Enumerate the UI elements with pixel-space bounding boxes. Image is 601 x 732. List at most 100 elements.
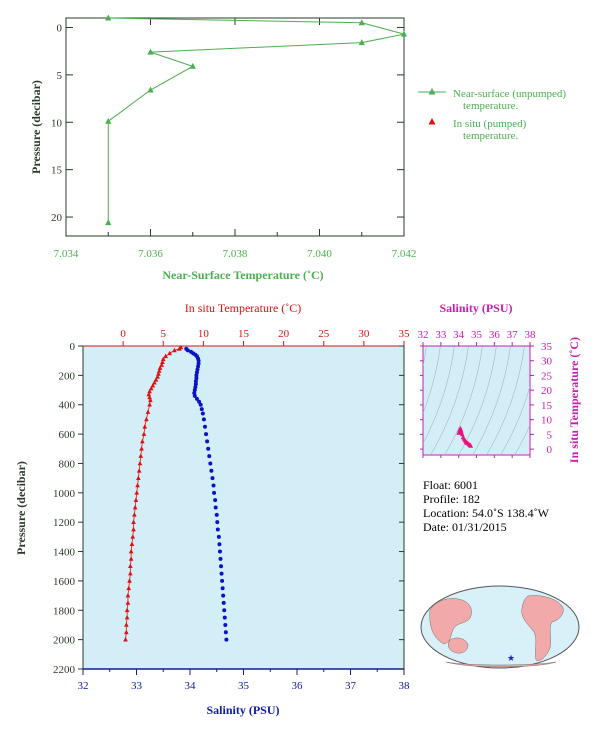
ts-density-contour: [423, 346, 441, 414]
ts-density-contour: [500, 385, 530, 455]
float-number: Float: 6001: [423, 478, 478, 492]
profile-plot: 0 5 10 15 20 25 30 35 32 33 34 35 36 37 38 0 200 400 600 80…: [14, 301, 410, 717]
ts-x-tick-label: 32: [418, 329, 429, 341]
salinity-point: [215, 527, 220, 532]
ts-y-tick-label: 30: [541, 356, 553, 368]
pressure-tick-label: 2200: [53, 664, 76, 676]
in-situ-temperature-point: [147, 402, 152, 407]
top-y-tick-label: 10: [51, 117, 63, 129]
in-situ-temperature-point: [148, 385, 154, 391]
salinity-point: [221, 593, 226, 598]
in-situ-temperature-point: [132, 504, 138, 510]
ts-y-tick-label: 25: [541, 370, 553, 382]
in-situ-temperature-point: [128, 548, 134, 554]
map-land-australia: [448, 637, 469, 654]
in-situ-temperature-point: [125, 600, 131, 605]
legend-label-in-situ: In situ (pumped): [453, 118, 527, 130]
ts-density-contour: [423, 346, 427, 368]
in-situ-temperature-point: [133, 497, 139, 502]
salinity-point: [220, 586, 225, 591]
top-x-tick-label: 7.034: [54, 248, 79, 260]
top-x-tick-label: 7.040: [307, 248, 332, 260]
salinity-point: [200, 411, 205, 416]
top-y-tick-label: 5: [57, 70, 63, 82]
in-situ-temperature-point: [139, 446, 144, 451]
in-situ-temperature-point: [123, 637, 128, 642]
in-situ-temperature-point: [123, 622, 129, 627]
in-situ-temperature-point: [160, 356, 166, 362]
legend-marker-near-surface: [428, 88, 436, 95]
ts-x-axis-title: Salinity (PSU): [439, 301, 512, 315]
pressure-tick-label: 1800: [53, 605, 76, 617]
salinity-point: [219, 571, 224, 576]
pressure-tick-label: 600: [59, 429, 76, 441]
temp-tick-label: 20: [278, 328, 290, 340]
in-situ-temperature-point: [146, 391, 152, 397]
pressure-tick-label: 0: [70, 341, 76, 353]
salinity-point: [222, 608, 227, 613]
in-situ-temperature-point: [160, 359, 165, 364]
in-situ-temperature-point: [130, 534, 136, 539]
legend-near-surface-line1: Near-surface (unpumped): [453, 88, 566, 100]
in-situ-temperature-point: [124, 607, 130, 613]
in-situ-temperature-point: [148, 397, 153, 403]
pressure-tick-label: 800: [59, 458, 76, 470]
in-situ-temperature-point: [152, 380, 157, 385]
ts-x-tick-label: 35: [471, 329, 483, 341]
top-y-axis-title: Pressure (decibar): [29, 80, 43, 174]
in-situ-temperature-point: [153, 377, 159, 382]
map-land-asia-australia: [429, 598, 472, 645]
temp-tick-label: 0: [120, 328, 126, 340]
legend: Near-surface (unpumped) temperature. In …: [418, 88, 566, 142]
in-situ-temperature-point: [134, 490, 140, 495]
salinity-point: [220, 578, 225, 583]
pressure-tick-label: 2000: [53, 635, 76, 647]
near-surface-temperature-point: [105, 219, 112, 226]
in-situ-temperature-point: [124, 615, 130, 620]
float-location-marker: ★: [507, 653, 515, 663]
ts-x-tick-label: 34: [453, 329, 465, 341]
in-situ-temperature-point: [138, 453, 144, 458]
ts-density-contour: [430, 346, 469, 455]
ts-y-tick-label: 0: [547, 444, 553, 456]
ts-density-contour: [458, 346, 497, 455]
ts-diagram-frame: [422, 345, 531, 456]
top-y-tick-label: 20: [51, 212, 63, 224]
salinity-point: [199, 407, 204, 412]
pressure-tick-label: 1200: [53, 517, 76, 529]
near-surface-plot: 7.034 7.036 7.038 7.040 7.042 0 5 10 15 20 Pressu…: [29, 14, 416, 282]
ts-diagram: 32 33 34 35 36 37 38 0 5 10 15 20 25 30 35 Salinity (P…: [418, 301, 582, 463]
salinity-point: [224, 637, 229, 642]
ts-y-axis-title: In situ Temperature (˚C): [567, 337, 581, 463]
salinity-point: [205, 439, 210, 444]
ts-y-tick-label: 15: [541, 400, 553, 412]
in-situ-temperature-point: [135, 482, 140, 488]
in-situ-temperature-point: [156, 371, 161, 376]
salinity-point: [213, 498, 218, 503]
legend-label-near-surface-2: temperature.: [463, 100, 519, 112]
salinity-point: [194, 373, 199, 378]
in-situ-temperature-point: [150, 383, 156, 388]
salinity-point: [204, 432, 209, 437]
salinity-point: [209, 468, 214, 473]
in-situ-temperature-point: [128, 556, 134, 561]
near-surface-temperature-point: [105, 14, 112, 21]
near-surface-temperature-point: [147, 86, 154, 93]
in-situ-temperature-point: [129, 541, 135, 547]
in-situ-temperature-point: [128, 570, 133, 576]
salinity-tick-label: 34: [185, 680, 197, 692]
top-x-tick-label: 7.036: [138, 248, 163, 260]
ts-y-tick-label: 5: [547, 429, 553, 441]
profile-number: Profile: 182: [423, 492, 480, 506]
profile-top-axis-title: In situ Temperature (˚C): [185, 301, 302, 315]
salinity-point: [196, 358, 201, 363]
ts-x-tick-label: 33: [435, 329, 447, 341]
salinity-tick-label: 38: [399, 680, 411, 692]
in-situ-temperature-point: [159, 362, 164, 367]
ts-data-point: [468, 443, 474, 448]
salinity-point: [193, 379, 198, 384]
footer-code: [44, 709, 45, 714]
salinity-point: [216, 534, 221, 539]
map-land-americas: [521, 595, 564, 661]
float-info: Float: 6001 Profile: 182 Location: 54.0˚…: [423, 478, 550, 534]
